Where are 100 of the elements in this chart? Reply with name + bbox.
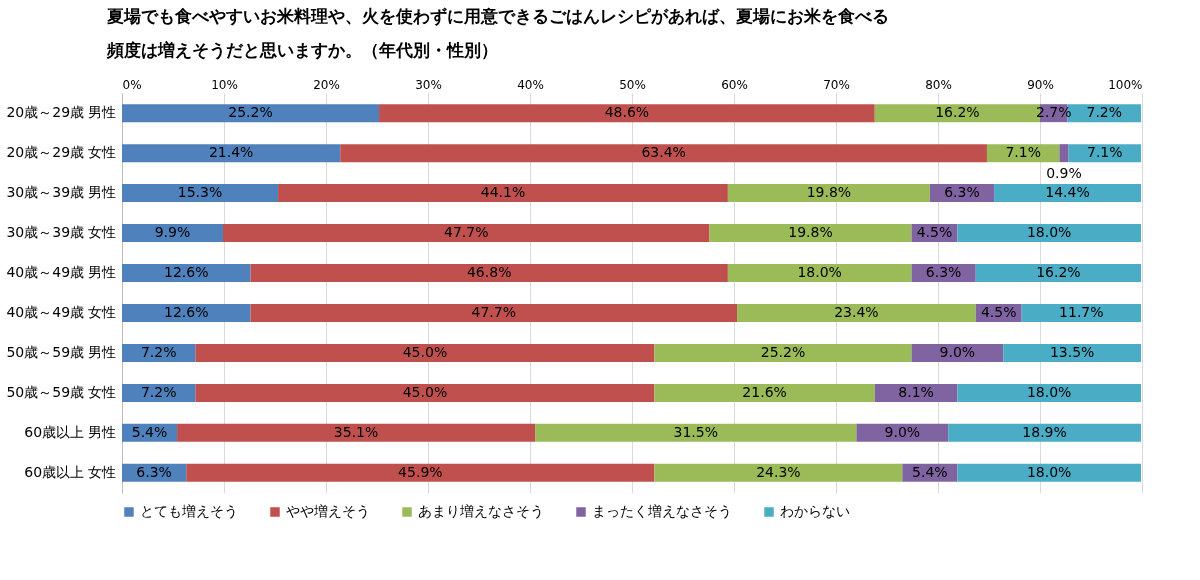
bar <box>340 144 987 163</box>
data-label: 0.9% <box>1046 165 1082 182</box>
data-label: 21.6% <box>742 383 787 400</box>
bar <box>975 264 1141 283</box>
data-label: 25.2% <box>228 104 273 121</box>
bar <box>186 463 655 482</box>
bar <box>654 383 875 402</box>
data-label: 9.0% <box>884 423 921 440</box>
data-label: 23.4% <box>834 303 879 320</box>
data-label: 15.3% <box>177 184 223 201</box>
data-label: 4.5% <box>980 303 1017 320</box>
data-label: 6.3% <box>925 264 962 281</box>
bar <box>122 144 341 163</box>
bar <box>122 303 251 322</box>
legend-label: やや増えそう <box>286 503 370 519</box>
data-label: 16.2% <box>1036 264 1081 281</box>
y-tick-label: 50歳～59歳 男性 <box>6 343 117 360</box>
y-tick-label: 50歳～59歳 女性 <box>6 383 117 400</box>
bar <box>195 343 655 362</box>
data-label: 18.0% <box>1026 383 1072 400</box>
data-label: 19.8% <box>788 224 833 241</box>
data-label: 18.0% <box>1026 224 1072 241</box>
bar <box>727 184 930 203</box>
data-label: 7.1% <box>1086 144 1123 161</box>
x-tick-label: 0% <box>122 77 142 92</box>
bar <box>379 104 875 123</box>
legend-label: あまり増えなさそう <box>418 503 544 519</box>
x-tick-label: 10% <box>211 77 238 92</box>
x-tick-label: 40% <box>517 77 544 92</box>
bar <box>250 264 728 283</box>
bar <box>1059 144 1069 163</box>
bar <box>654 343 912 362</box>
data-label: 63.4% <box>641 144 686 161</box>
bar <box>122 264 251 283</box>
data-label: 31.5% <box>673 423 718 440</box>
data-label: 13.5% <box>1049 343 1095 360</box>
y-tick-label: 30歳～39歳 女性 <box>6 224 117 241</box>
x-tick-label: 80% <box>925 77 952 92</box>
bar <box>177 423 536 442</box>
data-label: 7.2% <box>1086 104 1123 121</box>
legend-label: まったく増えなさそう <box>592 503 732 519</box>
data-label: 9.9% <box>154 224 191 241</box>
x-tick-label: 90% <box>1027 77 1054 92</box>
data-label: 6.3% <box>136 463 172 480</box>
y-tick-label: 20歳～29歳 男性 <box>6 104 117 121</box>
data-label: 35.1% <box>333 423 379 440</box>
legend-label: わからない <box>780 503 850 519</box>
bar <box>957 383 1141 402</box>
data-label: 21.4% <box>208 144 254 161</box>
y-tick-label: 20歳～29歳 女性 <box>6 144 117 161</box>
data-label: 18.0% <box>1026 463 1072 480</box>
x-tick-label: 70% <box>823 77 850 92</box>
y-tick-label: 60歳以上 女性 <box>24 463 117 480</box>
data-label: 12.6% <box>164 264 209 281</box>
bar <box>1003 343 1141 362</box>
x-tick-label: 30% <box>415 77 442 92</box>
x-tick-label: 60% <box>721 77 748 92</box>
data-label: 45.0% <box>402 343 448 360</box>
bar <box>222 224 710 243</box>
data-label: 2.7% <box>1035 104 1072 121</box>
data-label: 25.2% <box>760 343 806 360</box>
data-label: 5.4% <box>912 463 948 480</box>
data-label: 12.6% <box>164 303 209 320</box>
data-label: 16.2% <box>935 104 980 121</box>
bar <box>122 184 279 203</box>
y-tick-label: 40歳～49歳 男性 <box>6 264 117 281</box>
y-tick-label: 40歳～49歳 女性 <box>6 303 117 320</box>
data-label: 6.3% <box>944 184 980 201</box>
data-label: 4.5% <box>916 224 953 241</box>
y-tick-label: 30歳～39歳 男性 <box>6 184 117 201</box>
bar <box>1021 303 1141 322</box>
data-label: 48.6% <box>604 104 650 121</box>
legend-label: とても増えそう <box>140 503 238 519</box>
data-label: 46.8% <box>466 264 512 281</box>
x-tick-label: 100% <box>1108 77 1143 92</box>
bar <box>948 423 1141 442</box>
data-label: 11.7% <box>1059 303 1104 320</box>
bar <box>994 184 1141 203</box>
x-tick-label: 20% <box>313 77 340 92</box>
data-label: 14.4% <box>1045 184 1090 201</box>
data-label: 18.0% <box>797 264 842 281</box>
bar <box>122 104 380 123</box>
data-label: 45.0% <box>402 383 448 400</box>
data-label: 47.7% <box>444 224 489 241</box>
data-label: 44.1% <box>480 184 526 201</box>
data-label: 7.2% <box>140 383 177 400</box>
data-label: 9.0% <box>939 343 976 360</box>
bar <box>195 383 655 402</box>
data-label: 18.9% <box>1022 423 1067 440</box>
bar <box>709 224 912 243</box>
data-label: 47.7% <box>471 303 517 320</box>
bar <box>957 224 1141 243</box>
chart-title: 夏場でも食べやすいお米料理や、火を使わずに用意できるごはんレシピがあれば、夏場にお米を食べる頻度は増えそうだと思いますか。（年代別・性別） <box>106 6 889 60</box>
bar <box>957 463 1141 482</box>
data-label: 24.3% <box>756 463 801 480</box>
bar <box>737 303 976 322</box>
data-label: 19.8% <box>806 184 852 201</box>
x-tick-label: 50% <box>619 77 646 92</box>
bar <box>250 303 738 322</box>
bar <box>278 184 728 203</box>
